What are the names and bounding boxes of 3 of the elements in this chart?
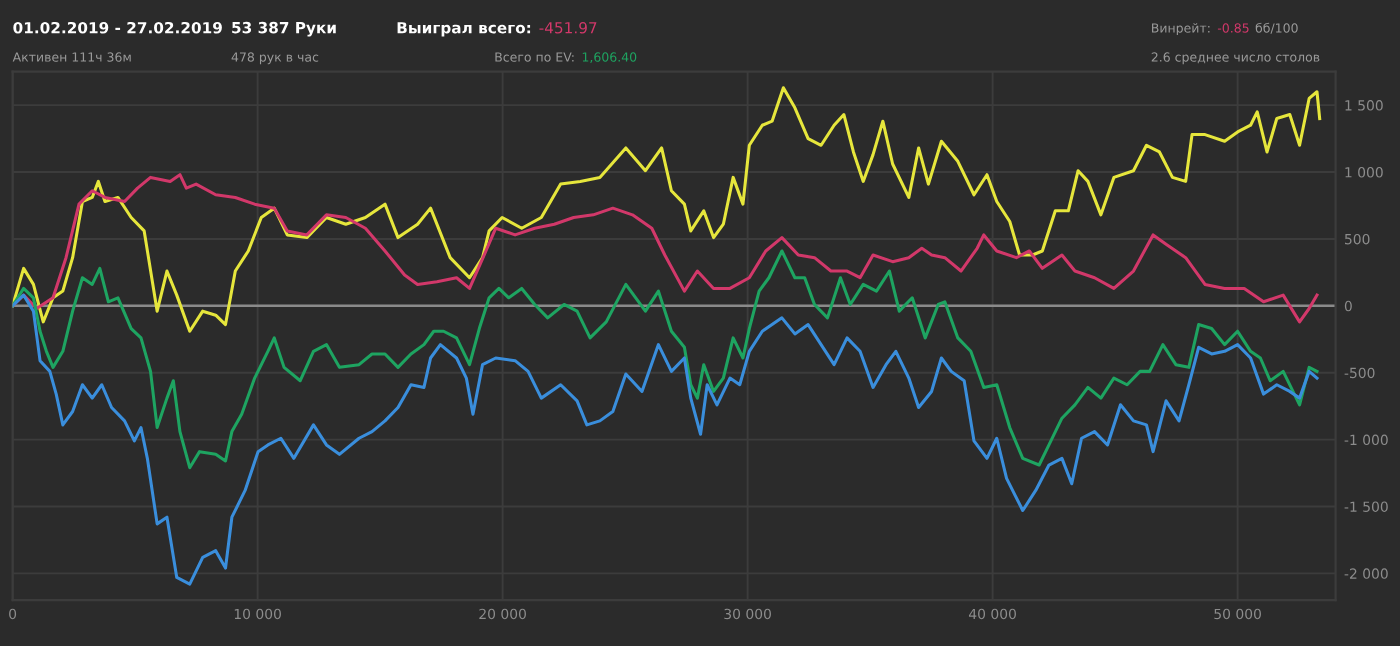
line-series bbox=[12, 293, 1319, 586]
line-series bbox=[12, 86, 1322, 333]
line-series bbox=[12, 249, 1319, 470]
